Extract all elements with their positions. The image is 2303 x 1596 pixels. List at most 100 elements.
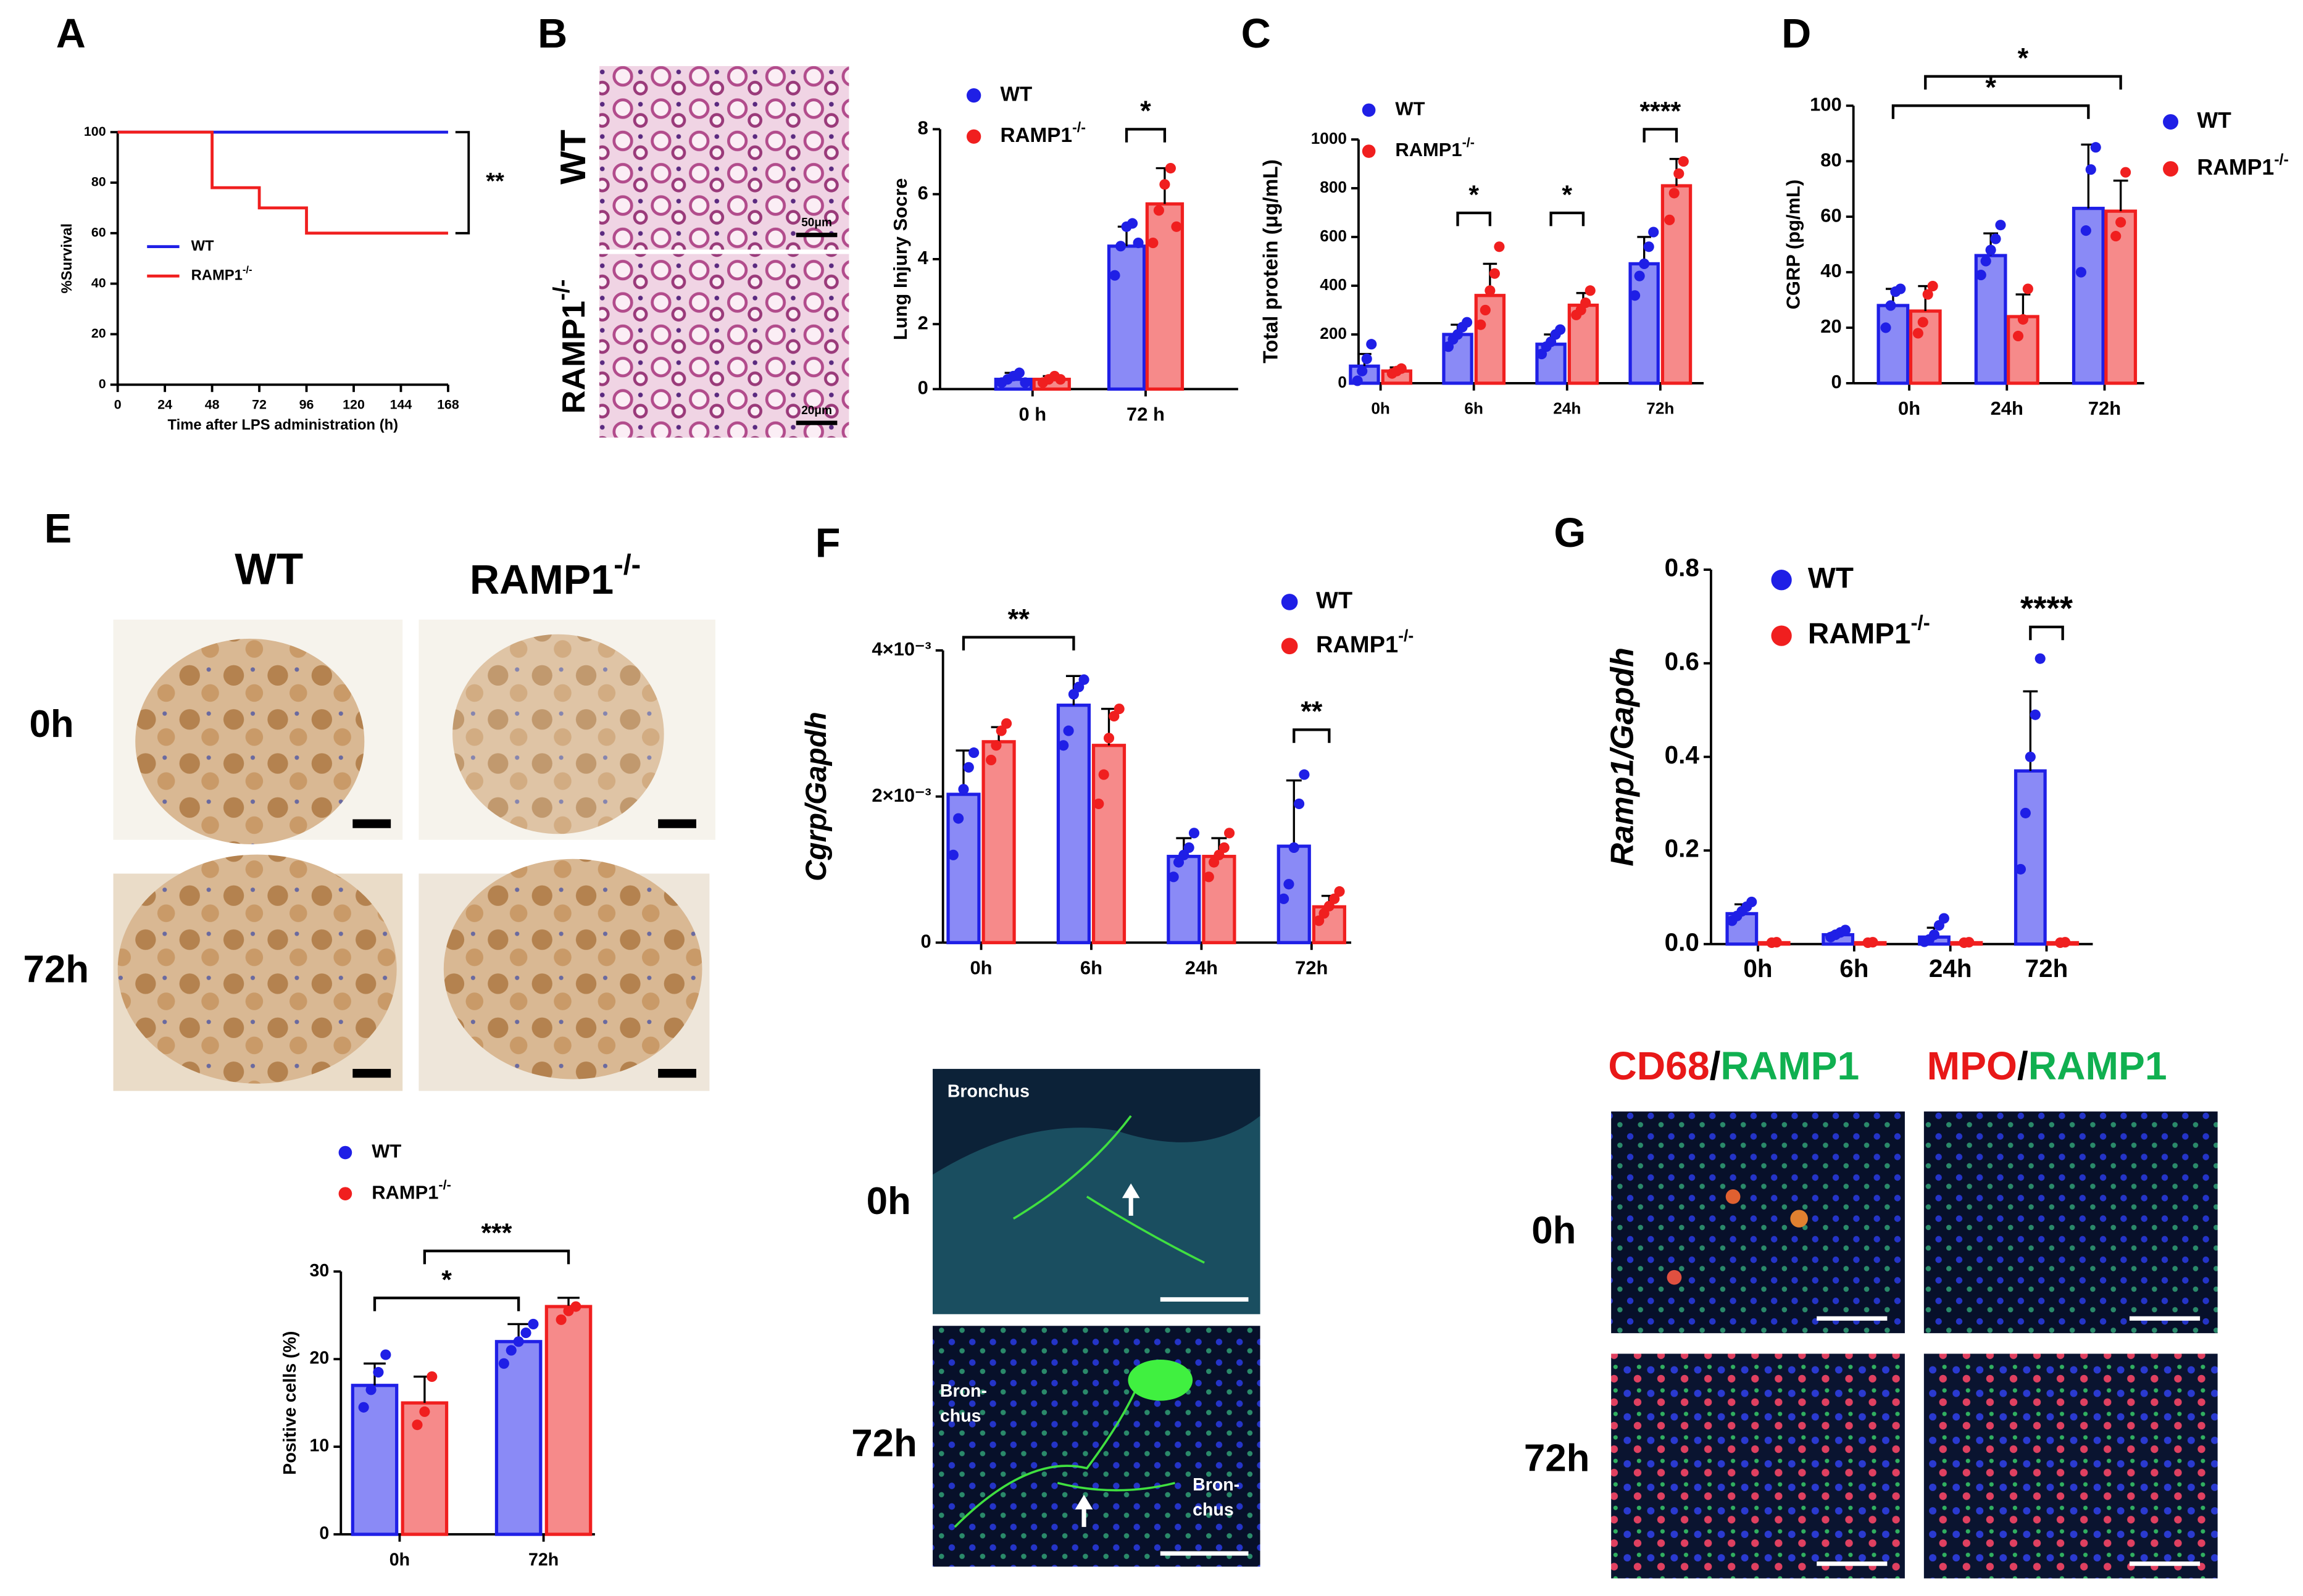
- bar: [1628, 262, 1660, 385]
- x-tick-label: 48: [205, 397, 220, 412]
- data-point: [1173, 857, 1185, 868]
- image-header: CD68/RAMP1 MPO/RAMP1: [1608, 1044, 2167, 1088]
- x-tick-label: 6h: [1839, 954, 1868, 983]
- image-caption: Bronchus: [947, 1082, 1030, 1102]
- y-axis-label: Total protein (μg/mL): [1259, 159, 1282, 363]
- data-point: [996, 725, 1007, 736]
- data-point: [1073, 681, 1085, 692]
- data-point: [1880, 322, 1891, 333]
- column-label: WT: [235, 545, 303, 594]
- legend-swatch: [1771, 625, 1792, 646]
- data-point: [358, 1402, 369, 1413]
- significance-bracket: [1456, 211, 1492, 227]
- data-point: [1927, 280, 1938, 292]
- row-label: 72h: [851, 1423, 917, 1465]
- significance-bracket: [1549, 211, 1585, 227]
- data-point: [1278, 893, 1289, 904]
- data-point: [1746, 896, 1757, 908]
- legend-swatch: [1362, 144, 1376, 158]
- column-label: RAMP1-/-: [470, 549, 641, 603]
- significance-bracket: [1643, 128, 1678, 143]
- y-tick-label: 200: [1320, 324, 1347, 343]
- significance-bracket: [1924, 75, 2122, 90]
- data-point: [1673, 168, 1685, 179]
- y-tick-label: 100: [84, 124, 106, 139]
- data-point: [1334, 886, 1345, 897]
- data-point: [1329, 893, 1340, 904]
- significance: *: [2018, 42, 2029, 73]
- y-tick-label: 60: [1820, 204, 1841, 226]
- legend-label: RAMP1-/-: [372, 1177, 451, 1203]
- panel-letter: A: [56, 11, 86, 57]
- legend-label: WT: [2197, 108, 2231, 133]
- y-tick-label: 40: [91, 275, 106, 290]
- x-tick-label: 0: [114, 397, 122, 412]
- y-axis-label: Cgrp/Gapdh: [800, 712, 833, 881]
- data-point: [1203, 871, 1214, 883]
- significance-bracket: [1125, 128, 1167, 143]
- data-point: [412, 1419, 423, 1431]
- data-point: [1055, 374, 1066, 385]
- micrograph: [599, 254, 849, 438]
- data-point: [1068, 689, 1079, 700]
- data-point: [1178, 849, 1189, 860]
- stain: RAMP1: [2028, 1044, 2167, 1088]
- y-tick-label: 20: [1820, 315, 1841, 337]
- data-point: [991, 740, 1002, 751]
- error-bar: [1286, 779, 1302, 847]
- data-point: [1985, 244, 1996, 256]
- row-label: 0h: [30, 703, 74, 746]
- data-point: [1555, 324, 1566, 335]
- bar: [1909, 309, 1942, 385]
- row-label: WT: [554, 130, 593, 185]
- legend-label: WT: [372, 1141, 401, 1162]
- data-point: [1299, 769, 1310, 780]
- x-tick-label: 0h: [1898, 397, 1920, 419]
- data-point: [2090, 142, 2101, 153]
- data-point: [1323, 900, 1335, 912]
- data-point: [1127, 218, 1138, 229]
- legend-swatch: [338, 1145, 352, 1160]
- data-point: [1115, 241, 1127, 252]
- y-tick-label: 0: [99, 376, 106, 391]
- bar: [981, 740, 1016, 944]
- data-point: [1357, 365, 1368, 376]
- legend-label: WT: [1316, 588, 1352, 613]
- data-point: [1103, 733, 1115, 744]
- micrograph: [599, 66, 849, 250]
- data-point: [2015, 863, 2026, 875]
- legend-swatch: [338, 1187, 352, 1200]
- data-point: [1063, 725, 1074, 736]
- x-tick-label: 0h: [1371, 399, 1390, 418]
- significance-bracket: [1293, 728, 1331, 743]
- data-point: [365, 1384, 377, 1395]
- data-point: [1165, 162, 1176, 174]
- y-axis-label: Positive cells (%): [280, 1331, 300, 1475]
- y-tick-label: 0: [1831, 371, 1841, 393]
- significance: ****: [1640, 96, 1681, 126]
- legend-swatch: [2163, 114, 2179, 130]
- data-point: [1480, 304, 1491, 316]
- data-point: [2080, 225, 2091, 236]
- data-point: [1664, 214, 1675, 225]
- legend-swatch: [966, 129, 981, 144]
- data-point: [963, 762, 974, 773]
- row-label: 0h: [867, 1180, 911, 1223]
- scale-label: 50μm: [801, 217, 832, 230]
- ihc-images: [113, 619, 715, 1091]
- data-point: [1668, 188, 1680, 199]
- data-point: [1109, 270, 1120, 281]
- legend-label: RAMP1-/-: [1395, 135, 1475, 160]
- data-point: [1580, 297, 1591, 309]
- significance: ****: [2020, 589, 2073, 627]
- y-tick-label: 0.4: [1665, 741, 1700, 769]
- y-tick-label: 30: [309, 1261, 329, 1281]
- data-point: [556, 1314, 567, 1325]
- data-point: [528, 1318, 539, 1329]
- fluorescence-images: [1611, 1111, 2218, 1579]
- panel-letter: D: [1781, 11, 1811, 57]
- data-point: [1366, 339, 1377, 350]
- data-point: [1001, 718, 1012, 729]
